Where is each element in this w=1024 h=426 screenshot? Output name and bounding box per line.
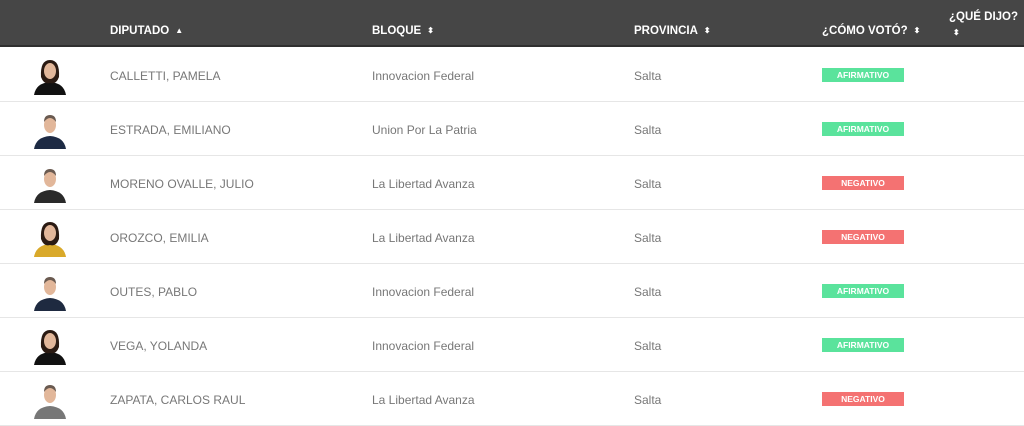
table-row[interactable]: ESTRADA, EMILIANO Union Por La Patria Sa… — [0, 102, 1024, 156]
sort-icon[interactable]: ⬍ — [703, 26, 711, 35]
vote-badge: NEGATIVO — [822, 392, 904, 406]
sort-icon[interactable]: ⬍ — [913, 26, 921, 35]
table-row[interactable]: OROZCO, EMILIA La Libertad Avanza Salta … — [0, 210, 1024, 264]
provincia: Salta — [634, 177, 662, 191]
provincia: Salta — [634, 285, 662, 299]
bloque: Innovacion Federal — [372, 285, 475, 299]
sort-icon[interactable]: ⬍ — [953, 28, 960, 37]
diputado-name: ZAPATA, CARLOS RAUL — [110, 393, 246, 407]
provincia: Salta — [634, 69, 662, 83]
table-row[interactable]: MORENO OVALLE, JULIO La Libertad Avanza … — [0, 156, 1024, 210]
column-provincia[interactable]: PROVINCIA ⬍ — [634, 25, 711, 37]
avatar — [34, 385, 66, 419]
table-header: DIPUTADO ▲ BLOQUE ⬍ PROVINCIA ⬍ ¿CÓMO VOTÓ?… — [0, 0, 1024, 47]
column-como-voto[interactable]: ¿CÓMO VOTÓ? ⬍ — [822, 25, 921, 37]
table-row[interactable]: ZAPATA, CARLOS RAUL La Libertad Avanza S… — [0, 372, 1024, 426]
provincia: Salta — [634, 231, 662, 245]
avatar — [34, 222, 66, 257]
table-row[interactable]: OUTES, PABLO Innovacion Federal Salta AF… — [0, 264, 1024, 318]
bloque: La Libertad Avanza — [372, 177, 475, 191]
sort-icon[interactable]: ⬍ — [427, 26, 434, 35]
diputado-name: OUTES, PABLO — [110, 285, 198, 299]
vote-badge: AFIRMATIVO — [822, 338, 904, 352]
column-diputado[interactable]: DIPUTADO ▲ — [110, 25, 184, 37]
column-bloque[interactable]: BLOQUE ⬍ — [372, 25, 434, 37]
diputado-name: MORENO OVALLE, JULIO — [110, 177, 254, 191]
bloque: La Libertad Avanza — [372, 393, 475, 407]
table-row[interactable]: CALLETTI, PAMELA Innovacion Federal Salt… — [0, 48, 1024, 102]
table-row[interactable]: VEGA, YOLANDA Innovacion Federal Salta A… — [0, 318, 1024, 372]
provincia: Salta — [634, 339, 662, 353]
diputado-name: VEGA, YOLANDA — [110, 339, 208, 353]
avatar — [34, 330, 66, 365]
bloque: La Libertad Avanza — [372, 231, 475, 245]
avatar — [34, 277, 66, 311]
bloque: Innovacion Federal — [372, 69, 475, 83]
bloque: Innovacion Federal — [372, 339, 475, 353]
provincia: Salta — [634, 393, 662, 407]
vote-badge: AFIRMATIVO — [822, 284, 904, 298]
diputado-name: OROZCO, EMILIA — [110, 231, 209, 245]
vote-badge: NEGATIVO — [822, 176, 904, 190]
avatar — [34, 115, 66, 149]
vote-badge: NEGATIVO — [822, 230, 904, 244]
vote-badge: AFIRMATIVO — [822, 68, 904, 82]
provincia: Salta — [634, 123, 662, 137]
diputado-name: CALLETTI, PAMELA — [110, 69, 221, 83]
avatar — [34, 169, 66, 203]
bloque: Union Por La Patria — [372, 123, 477, 137]
avatar — [34, 60, 66, 95]
column-que-dijo[interactable]: ¿QUÉ DIJO? ⬍ — [949, 9, 1018, 41]
vote-badge: AFIRMATIVO — [822, 122, 904, 136]
sort-asc-icon[interactable]: ▲ — [175, 26, 184, 35]
diputado-name: ESTRADA, EMILIANO — [110, 123, 231, 137]
